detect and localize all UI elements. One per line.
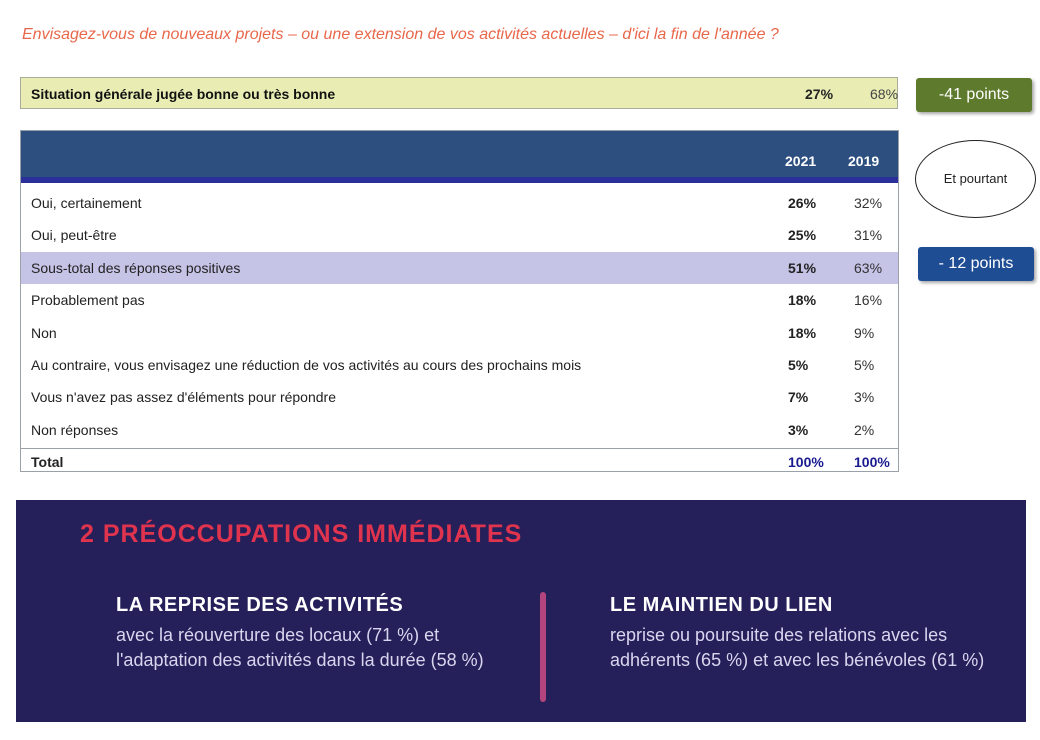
row-value-2019: 3% (854, 389, 875, 406)
row-value-2019: 2% (854, 421, 875, 438)
table-row: Oui, certainement 26% 32% (21, 187, 898, 219)
total-value-2021: 100% (788, 454, 824, 471)
panel-divider (540, 592, 546, 702)
difference-badge-blue: - 12 points (918, 247, 1034, 281)
survey-question: Envisagez-vous de nouveaux projets – ou … (22, 26, 779, 43)
row-label: Non (31, 324, 57, 341)
row-value-2021: 18% (788, 324, 817, 341)
panel-title: 2 PRÉOCCUPATIONS IMMÉDIATES (80, 520, 523, 548)
row-value-2021: 25% (788, 227, 817, 244)
concern-activities-heading: LA REPRISE DES ACTIVITÉS (116, 594, 404, 616)
results-table: 2021 2019 Oui, certainement 26% 32% Oui, pe… (20, 130, 899, 472)
row-value-2019: 9% (854, 324, 875, 341)
table-row: Oui, peut-être 25% 31% (21, 219, 898, 251)
total-value-2019: 100% (854, 454, 890, 471)
concern-link-text: reprise ou poursuite des relations avec … (610, 625, 985, 670)
summary-value-2019: 68% (870, 86, 899, 102)
row-value-2019: 31% (854, 227, 883, 244)
row-value-2021: 26% (788, 195, 817, 211)
callout-text: Et pourtant (943, 171, 1008, 186)
table-row: Probablement pas 18% 16% (21, 284, 898, 316)
row-label: Vous n'avez pas assez d'éléments pour ré… (31, 389, 336, 406)
total-label: Total (31, 454, 64, 471)
summary-label: Situation générale jugée bonne ou très b… (31, 86, 336, 102)
row-value-2021: 18% (788, 292, 817, 309)
row-label: Oui, peut-être (31, 227, 117, 244)
row-value-2019: 32% (854, 195, 883, 211)
row-label: Probablement pas (31, 292, 145, 309)
column-header-2019: 2019 (848, 153, 880, 169)
row-label: Sous-total des réponses positives (31, 259, 241, 276)
table-row: Vous n'avez pas assez d'éléments pour ré… (21, 381, 898, 413)
row-label: Non réponses (31, 421, 119, 438)
row-label: Oui, certainement (31, 195, 142, 211)
concern-activities: LA REPRISE DES ACTIVITÉS avec la réouver… (116, 594, 516, 673)
concern-link-heading: LE MAINTIEN DU LIEN (610, 594, 833, 616)
table-row-total: Total 100% 100% (21, 448, 898, 475)
concern-activities-text: avec la réouverture des locaux (71 %) et… (116, 625, 484, 670)
callout-ellipse: Et pourtant (915, 140, 1036, 218)
row-value-2019: 16% (854, 292, 883, 309)
row-value-2019: 63% (854, 259, 883, 276)
concerns-panel: 2 PRÉOCCUPATIONS IMMÉDIATES LA REPRISE D… (16, 500, 1026, 722)
table-row: Non réponses 3% 2% (21, 414, 898, 446)
table-row: Au contraire, vous envisagez une réducti… (21, 349, 898, 381)
row-value-2021: 51% (788, 259, 817, 276)
row-value-2021: 3% (788, 421, 809, 438)
table-row: Non 18% 9% (21, 317, 898, 349)
difference-badge-green: -41 points (916, 78, 1032, 112)
row-label: Au contraire, vous envisagez une réducti… (31, 357, 582, 373)
row-value-2019: 5% (854, 357, 875, 373)
table-header: 2021 2019 (21, 131, 898, 183)
summary-row: Situation générale jugée bonne ou très b… (20, 77, 898, 109)
table-row-subtotal: Sous-total des réponses positives 51% 63% (21, 251, 898, 284)
column-header-2021: 2021 (785, 153, 817, 169)
summary-value-2021: 27% (805, 86, 834, 102)
row-value-2021: 7% (788, 389, 809, 406)
row-value-2021: 5% (788, 357, 809, 373)
concern-link: LE MAINTIEN DU LIEN reprise ou poursuite… (610, 594, 990, 673)
